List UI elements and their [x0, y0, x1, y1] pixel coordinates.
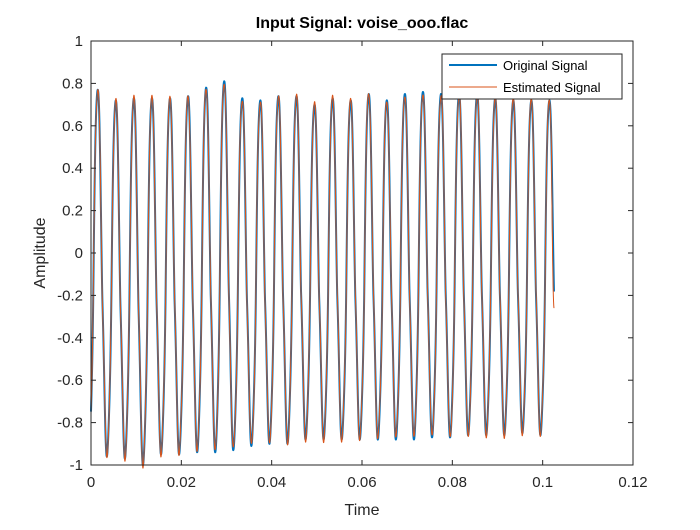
y-tick-label: -0.8: [57, 415, 83, 432]
x-tick-label: 0.1: [532, 474, 553, 491]
y-axis-label: Amplitude: [32, 217, 49, 288]
x-tick-label: 0.06: [347, 474, 376, 491]
legend-label-original: Original Signal: [503, 58, 588, 73]
legend-label-estimated: Estimated Signal: [503, 80, 601, 95]
y-tick-label: -0.6: [57, 372, 83, 389]
legend: Original Signal Estimated Signal: [441, 53, 623, 100]
y-tick-label: 0.8: [62, 75, 83, 92]
x-tick-label: 0.08: [438, 474, 467, 491]
y-tick-label: 0.2: [62, 203, 83, 220]
y-tick-label: 1: [75, 33, 83, 50]
y-tick-label: 0.6: [62, 118, 83, 135]
y-tick-label: 0.4: [62, 160, 83, 177]
y-tick-label: 0: [75, 245, 83, 262]
chart-title: Input Signal: voise_ooo.flac: [256, 15, 469, 32]
y-tick-label: -1: [70, 457, 83, 474]
x-tick-label: 0.02: [167, 474, 196, 491]
x-tick-label: 0.12: [618, 474, 647, 491]
x-axis-label: Time: [345, 502, 380, 519]
x-tick-label: 0.04: [257, 474, 286, 491]
ticks-layer: 0 0.02 0.04 0.06 0.08 0.1 0.12 -1 -0.8 -0.6 -0.4 -0…: [57, 33, 647, 491]
legend-box: [441, 53, 623, 100]
y-tick-label: -0.2: [57, 287, 83, 304]
x-tick-label: 0: [87, 474, 95, 491]
y-tick-label: -0.4: [57, 330, 83, 347]
